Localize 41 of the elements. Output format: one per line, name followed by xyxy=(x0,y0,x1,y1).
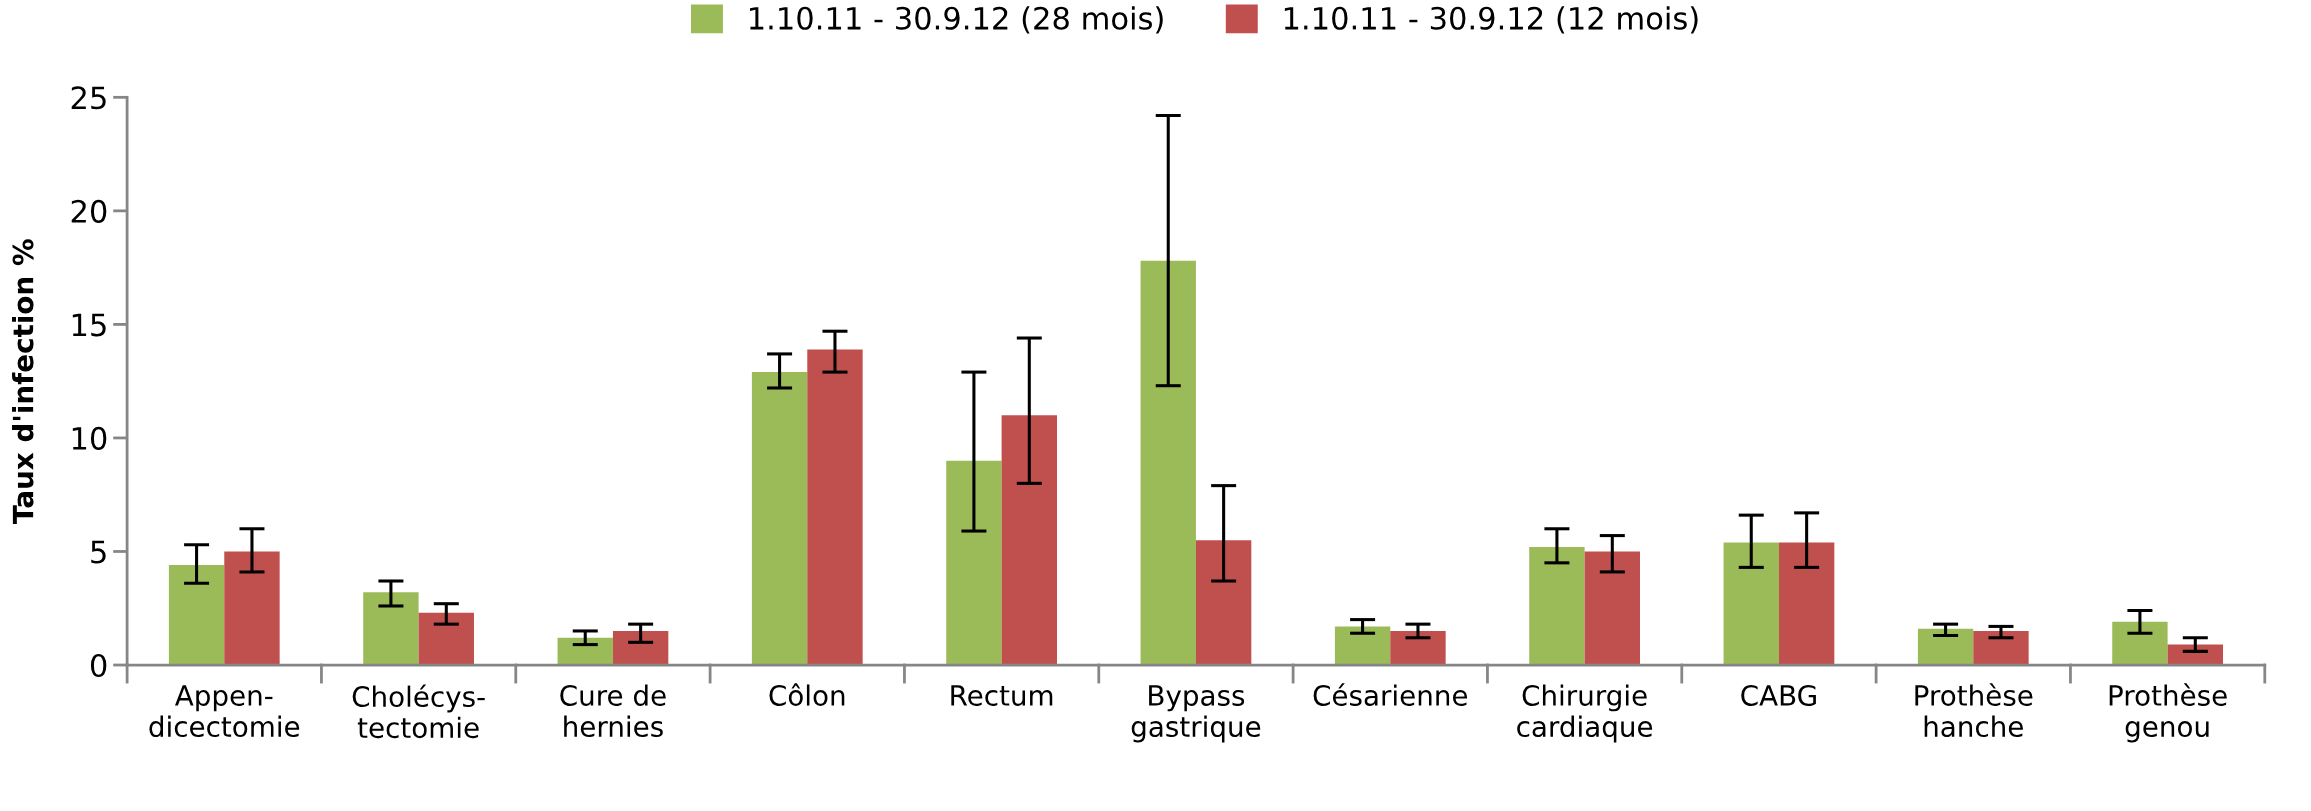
x-tick-label: CABG xyxy=(1741,684,1816,706)
x-tick-label: Césarienne xyxy=(1313,683,1468,706)
bar xyxy=(2112,621,2168,666)
y-tick-label: 0 xyxy=(90,653,107,678)
bar xyxy=(1529,546,1585,666)
x-tick-label: Prothèse hanche xyxy=(1915,683,2033,738)
bar xyxy=(557,637,613,666)
y-tick-label: 15 xyxy=(72,313,106,337)
bar xyxy=(1140,260,1196,666)
x-tick-label: Bypass gastrique xyxy=(1131,685,1261,743)
bar xyxy=(1973,630,2029,666)
bar xyxy=(1778,542,1835,666)
bar xyxy=(363,592,419,666)
y-tick-label: 25 xyxy=(71,86,106,110)
bar xyxy=(751,372,808,666)
legend-label: 1.10.11 - 30.9.12 (28 mois) xyxy=(750,6,1163,34)
bar xyxy=(1001,415,1057,666)
legend-label: 1.10.11 - 30.9.12 (12 mois) xyxy=(1284,6,1698,34)
bar xyxy=(418,612,474,666)
bar xyxy=(1917,628,1974,666)
y-tick-label: 5 xyxy=(91,540,106,564)
y-tick-label: 20 xyxy=(71,199,107,223)
bar xyxy=(946,460,1002,666)
y-axis-title: Taux d'infection % xyxy=(12,239,34,524)
bar xyxy=(612,630,669,666)
bar xyxy=(224,551,280,666)
bar xyxy=(1723,542,1779,666)
bar xyxy=(168,565,225,666)
x-tick-label: Appen- dicectomie xyxy=(149,685,300,738)
bar xyxy=(1390,630,1446,666)
x-tick-label: Cholécys- tectomie xyxy=(352,684,485,739)
x-tick-label: Côlon xyxy=(769,683,845,706)
x-tick-label: Rectum xyxy=(951,685,1053,706)
bar xyxy=(807,349,863,666)
bar xyxy=(1584,551,1640,666)
bar xyxy=(1195,540,1252,666)
x-tick-label: Chirurgie cardiaque xyxy=(1517,684,1653,743)
y-tick-label: 10 xyxy=(72,426,107,450)
x-tick-label: Cure de hernies xyxy=(560,684,666,738)
bar xyxy=(1334,626,1391,666)
x-tick-label: Prothèse genou xyxy=(2109,683,2227,743)
